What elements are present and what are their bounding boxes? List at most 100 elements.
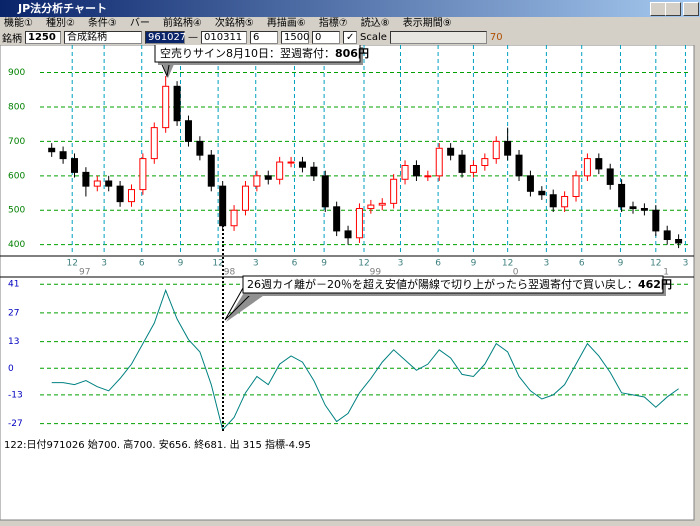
y-tick-label: 700	[8, 137, 25, 147]
y-tick-label: -13	[8, 390, 23, 400]
x-tick-label: 9	[178, 259, 184, 269]
y-tick-label: 800	[8, 102, 25, 112]
dash: —	[188, 32, 198, 43]
candle-body	[515, 154, 523, 177]
year-label: 98	[224, 268, 236, 278]
candle-body	[606, 168, 614, 185]
menu-item[interactable]: 表示期間⑨	[402, 18, 452, 29]
x-tick-label: 6	[435, 259, 441, 269]
y-tick-label: 600	[8, 171, 25, 181]
end-field[interactable]: 010311	[201, 31, 247, 44]
candle-body	[378, 202, 386, 206]
checkbox[interactable]: ✓	[343, 31, 357, 44]
candle-body	[412, 164, 420, 177]
x-tick-label: 3	[398, 259, 404, 269]
candle-body	[264, 175, 272, 180]
title-bar: JP法分析チャート	[0, 0, 700, 17]
window-title: JP法分析チャート	[18, 2, 108, 15]
candle-body	[618, 183, 626, 208]
x-tick-label: 3	[544, 259, 550, 269]
candle-body	[70, 158, 78, 173]
menu-item[interactable]: バー	[129, 18, 150, 29]
candle-body	[538, 190, 546, 196]
callout-pointer	[159, 59, 171, 78]
slider-value: 70	[489, 32, 503, 43]
year-label: 97	[79, 268, 90, 278]
callout-pointer	[224, 287, 256, 321]
y-tick-label: 27	[8, 308, 19, 318]
x-tick-label: 12	[650, 259, 661, 269]
candle-body	[526, 175, 534, 192]
menu-item[interactable]: 読込⑧	[360, 18, 390, 29]
toolbar: 銘柄 1250 合成銘柄 961027 — 010311 6 1500 0 ✓ …	[2, 30, 503, 45]
candle-body	[675, 239, 683, 244]
x-tick-label: 6	[292, 259, 298, 269]
callout-box	[154, 45, 361, 63]
candle-body	[219, 185, 227, 227]
menu-bar: 機能① 種別② 条件③ バー 前銘柄④ 次銘柄⑤ 再描画⑥ 指標⑦ 読込⑧ 表示期間⑨	[4, 17, 452, 30]
x-tick-label: 9	[618, 259, 624, 269]
field[interactable]: 1500	[281, 31, 309, 44]
minimize-button[interactable]	[650, 2, 666, 16]
menu-item[interactable]: 条件③	[87, 18, 117, 29]
candle-body	[241, 185, 249, 211]
y-tick-label: 900	[8, 68, 25, 78]
candle-body	[207, 154, 215, 187]
candle-body	[298, 161, 306, 168]
y-tick-label: -27	[8, 419, 23, 429]
menu-item[interactable]: 種別②	[45, 18, 75, 29]
menu-item[interactable]: 再描画⑥	[266, 18, 306, 29]
candle-body	[561, 195, 569, 208]
x-tick-label: 12	[66, 259, 77, 269]
candle-body	[424, 175, 432, 178]
close-button[interactable]	[683, 2, 699, 16]
annotation: 26週カイ離が－20％を超え安値が陽線で切り上がったら翌週寄付で買い戻し：	[247, 277, 638, 291]
menu-item[interactable]: 次銘柄⑤	[214, 18, 254, 29]
year-label: 1	[663, 268, 669, 278]
code-field[interactable]: 1250	[25, 31, 61, 44]
candle-body	[401, 164, 409, 180]
indicator-line	[51, 288, 679, 431]
candle-body	[355, 208, 363, 239]
candle-body	[629, 206, 637, 210]
candle-body	[640, 208, 648, 211]
candle-body	[162, 85, 170, 129]
field[interactable]: 6	[250, 31, 278, 44]
candle-body	[492, 140, 500, 160]
callout-box	[242, 275, 664, 294]
candle-body	[184, 120, 192, 142]
name-field[interactable]: 合成銘柄	[64, 31, 142, 44]
candle-body	[344, 230, 352, 239]
candle-body	[59, 151, 67, 160]
start-field[interactable]: 961027	[145, 31, 186, 44]
maximize-button[interactable]	[665, 2, 681, 16]
candle-body	[504, 140, 512, 156]
candle-body	[458, 154, 466, 173]
candle-body	[253, 175, 261, 187]
label: 銘柄	[2, 34, 22, 45]
scale-label: Scale	[360, 32, 387, 43]
candle-body	[139, 158, 147, 191]
status-text: 122:日付971026 始700. 高700. 安656. 終681. 出 3…	[4, 438, 311, 451]
year-label: 0	[513, 268, 519, 278]
x-tick-label: 6	[139, 259, 145, 269]
candle-body	[435, 147, 443, 177]
annotation-price: 462円	[638, 278, 672, 291]
menu-item[interactable]: 機能①	[4, 18, 33, 29]
candle-body	[469, 164, 477, 173]
candle-body	[367, 204, 375, 210]
candle-body	[652, 209, 660, 232]
year-label: 99	[370, 268, 382, 278]
candle-body	[333, 206, 341, 232]
x-tick-label: 12	[358, 259, 369, 269]
slider[interactable]	[389, 31, 487, 44]
annotation-price: 806円	[335, 47, 369, 60]
menu-item[interactable]: 前銘柄④	[162, 18, 202, 29]
candle-body	[310, 166, 318, 177]
x-tick-label: 6	[579, 259, 585, 269]
menu-item[interactable]: 指標⑦	[318, 18, 348, 29]
candle-body	[93, 180, 101, 187]
field[interactable]: 0	[312, 31, 340, 44]
